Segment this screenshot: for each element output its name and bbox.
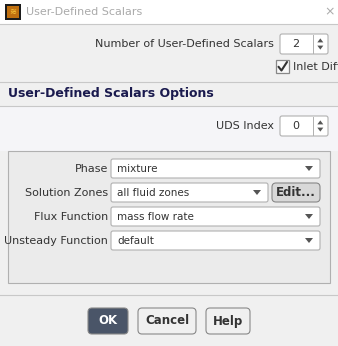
FancyBboxPatch shape	[111, 159, 320, 178]
Text: Number of User-Defined Scalars: Number of User-Defined Scalars	[95, 39, 274, 49]
Text: Flux Function: Flux Function	[34, 211, 108, 221]
Text: mass flow rate: mass flow rate	[117, 211, 194, 221]
Text: default: default	[117, 236, 154, 246]
Text: Phase: Phase	[75, 164, 108, 173]
Polygon shape	[305, 238, 313, 243]
Text: User-Defined Scalars Options: User-Defined Scalars Options	[8, 88, 214, 100]
FancyBboxPatch shape	[272, 183, 320, 202]
Bar	[5, 4, 21, 20]
FancyBboxPatch shape	[280, 34, 328, 54]
Bar	[7, 6, 19, 18]
FancyBboxPatch shape	[280, 116, 328, 136]
Polygon shape	[305, 214, 313, 219]
Text: Unsteady Function: Unsteady Function	[4, 236, 108, 246]
Text: Edit...: Edit...	[276, 186, 316, 199]
Bar	[276, 60, 289, 73]
Text: 2: 2	[292, 39, 299, 49]
Polygon shape	[305, 166, 313, 171]
Polygon shape	[253, 190, 261, 195]
Text: Cancel: Cancel	[145, 315, 189, 328]
Text: ≋: ≋	[9, 8, 17, 17]
FancyBboxPatch shape	[111, 207, 320, 226]
Text: Help: Help	[213, 315, 243, 328]
Text: all fluid zones: all fluid zones	[117, 188, 189, 198]
FancyBboxPatch shape	[138, 308, 196, 334]
Text: ×: ×	[325, 6, 335, 18]
FancyBboxPatch shape	[88, 308, 128, 334]
Text: 0: 0	[292, 121, 299, 131]
Bar	[0, 0, 338, 24]
Bar	[0, 106, 338, 151]
FancyBboxPatch shape	[111, 231, 320, 250]
Text: UDS Index: UDS Index	[216, 121, 274, 131]
FancyBboxPatch shape	[206, 308, 250, 334]
Text: User-Defined Scalars: User-Defined Scalars	[26, 7, 142, 17]
Bar	[8, 151, 330, 283]
Polygon shape	[317, 38, 323, 43]
Polygon shape	[317, 46, 323, 49]
FancyBboxPatch shape	[111, 183, 268, 202]
Polygon shape	[317, 120, 323, 125]
Polygon shape	[317, 128, 323, 131]
Text: Solution Zones: Solution Zones	[25, 188, 108, 198]
Text: OK: OK	[98, 315, 118, 328]
Text: Inlet Diffusion: Inlet Diffusion	[293, 62, 338, 72]
Text: mixture: mixture	[117, 164, 158, 173]
